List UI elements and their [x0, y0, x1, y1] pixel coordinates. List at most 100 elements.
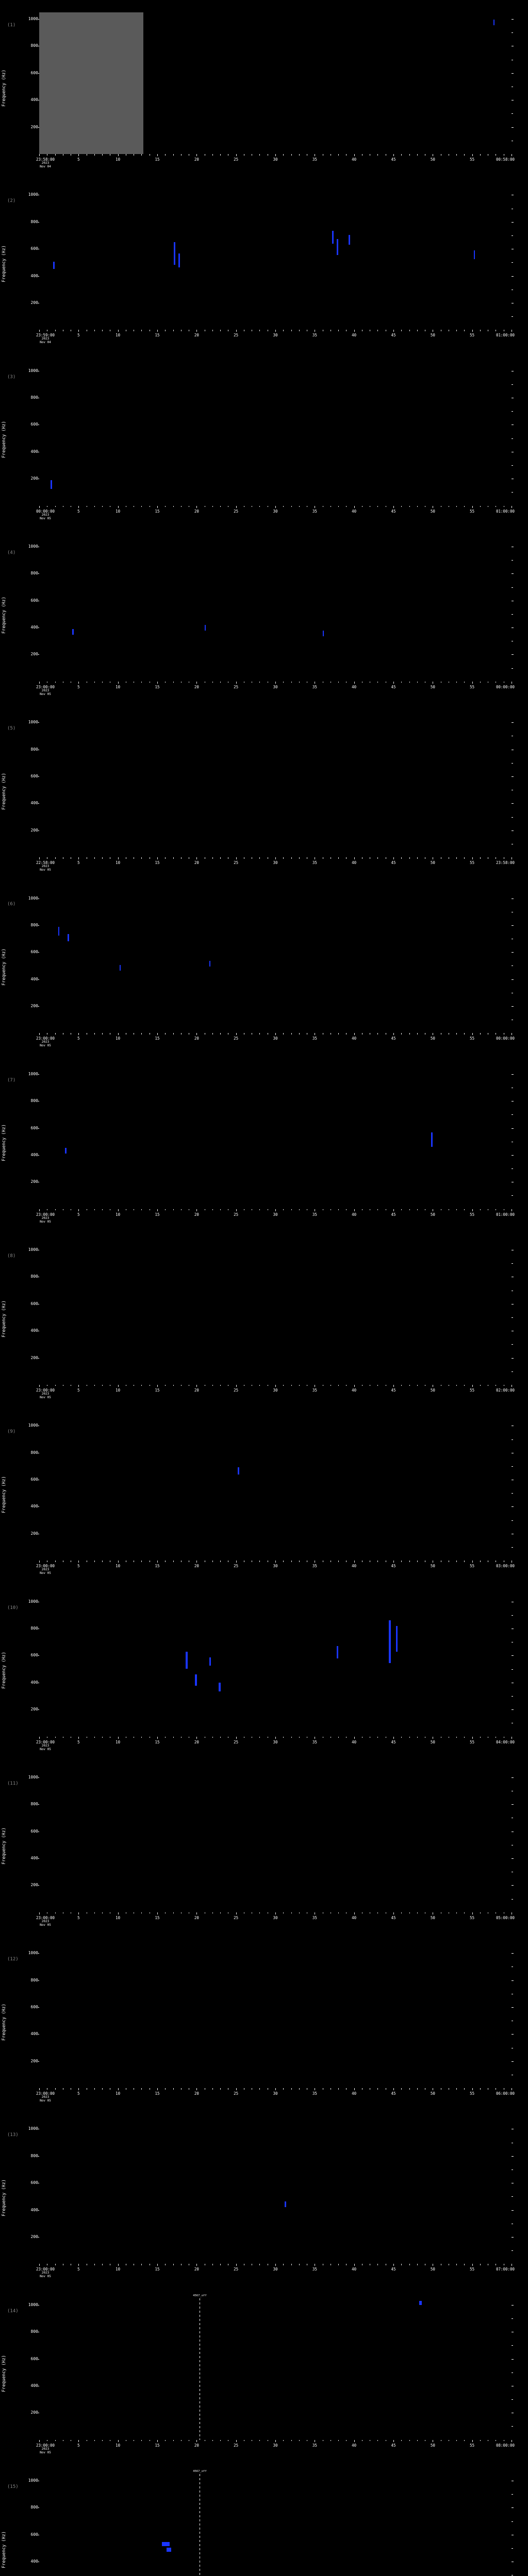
y-tick-mark-right: [512, 1777, 514, 1778]
signal-trace: [195, 1674, 197, 1686]
y-tick-mark-right: [512, 979, 514, 980]
panel-index-label: (14): [7, 2308, 19, 2314]
x-tick-label: 5: [77, 157, 80, 162]
y-axis-label: Frequency (Hz): [2, 2355, 7, 2393]
x-tick-mark-minor: [259, 2439, 260, 2442]
spectrogram-plot-area: [39, 12, 512, 154]
x-tick-mark: [472, 1561, 473, 1563]
x-tick-mark-minor: [464, 505, 465, 507]
x-tick-mark-minor: [464, 330, 465, 331]
x-tick-mark-minor: [212, 330, 213, 331]
x-tick-mark: [275, 1736, 276, 1739]
x-tick-label: 50: [430, 1036, 435, 1041]
x-tick-mark: [157, 2439, 158, 2442]
x-tick-mark-minor: [401, 2088, 402, 2090]
signal-trace: [285, 2201, 287, 2208]
spectrogram-panel: (5) Frequency (Hz) 200 400 600 800 1000 5 10 15 20…: [0, 703, 528, 879]
x-tick-mark-minor: [173, 1384, 174, 1386]
x-tick-mark-minor: [173, 1912, 174, 1914]
x-tick-mark: [196, 505, 197, 508]
x-tick-mark-minor: [102, 2439, 103, 2442]
x-tick-label: 30: [273, 1915, 278, 1920]
panel-date-label: 2023 Nov 05: [40, 513, 51, 520]
x-tick-mark-minor: [212, 2439, 213, 2442]
x-tick-mark-minor: [291, 1561, 292, 1562]
y-tick-mark-right: [512, 776, 514, 777]
y-tick-mark-right: [512, 2304, 514, 2306]
x-tick-label: 45: [391, 1915, 396, 1920]
x-tick-mark-minor: [377, 2264, 378, 2265]
x-tick-label: 30: [273, 157, 278, 162]
x-tick-label: 40: [352, 1387, 357, 1393]
x-tick-mark-minor: [94, 330, 95, 331]
x-tick-mark: [39, 1384, 40, 1387]
x-tick-label: 30: [273, 860, 278, 866]
x-tick-mark-minor: [141, 1209, 142, 1211]
x-tick-mark-minor: [464, 1384, 465, 1386]
x-tick-mark-minor: [456, 1209, 457, 1211]
x-tick-label: 50: [430, 684, 435, 689]
signal-trace: [209, 961, 211, 967]
x-tick-label: 30: [273, 509, 278, 514]
x-tick-mark: [157, 1912, 158, 1914]
x-tick-mark: [354, 681, 355, 684]
x-tick-mark: [354, 1033, 355, 1036]
x-tick-mark-minor: [464, 681, 465, 683]
x-tick-label: 35: [312, 2443, 317, 2448]
x-tick-mark-minor: [464, 1912, 465, 1914]
x-tick-mark-minor: [409, 1033, 410, 1035]
x-tick-mark: [236, 857, 237, 860]
x-tick-mark: [118, 330, 119, 332]
x-tick-mark-minor: [102, 2264, 103, 2265]
y-tick-mark-right: [512, 1155, 514, 1156]
x-tick-label: 40: [352, 2443, 357, 2448]
y-tick-label: 1000: [28, 1774, 38, 1780]
x-tick-mark: [78, 330, 79, 332]
x-tick-mark-minor: [220, 2439, 221, 2442]
y-tick-mark-minor-right: [512, 587, 513, 588]
x-tick-mark-minor: [291, 681, 292, 683]
x-tick-mark: [354, 1736, 355, 1739]
x-tick-mark-minor: [94, 1561, 95, 1562]
x-tick-mark-minor: [417, 2439, 418, 2442]
panel-date-label: 2023 Nov 05: [40, 2271, 51, 2279]
x-tick-mark: [78, 857, 79, 860]
x-tick-label: 50: [430, 1212, 435, 1217]
x-tick-mark: [118, 1384, 119, 1387]
x-tick-mark-minor: [417, 681, 418, 683]
x-tick-label: 10: [116, 2267, 121, 2272]
y-tick-mark-minor-right: [512, 965, 513, 967]
x-tick-mark: [196, 1736, 197, 1739]
y-tick-label: 800: [30, 747, 38, 752]
x-tick-mark: [78, 2088, 79, 2091]
x-tick-mark-minor: [102, 1384, 103, 1386]
y-tick-label: 200: [30, 1355, 38, 1360]
y-axis-label: Frequency (Hz): [2, 2531, 7, 2568]
x-tick-label: 30: [273, 1739, 278, 1744]
x-tick-mark: [118, 2264, 119, 2266]
x-tick-label: 25: [234, 1915, 239, 1920]
x-tick-label: 55: [470, 2443, 475, 2448]
y-tick-label: 800: [30, 922, 38, 927]
x-tick-mark-minor: [102, 154, 103, 156]
y-tick-label: 800: [30, 1274, 38, 1279]
y-tick-label: 200: [30, 827, 38, 833]
x-tick-mark-minor: [291, 2439, 292, 2442]
x-tick-mark: [472, 1736, 473, 1739]
x-tick-mark-minor: [55, 2088, 56, 2090]
x-tick-mark-minor: [401, 154, 402, 156]
x-tick-mark-minor: [409, 681, 410, 683]
x-tick-mark-minor: [377, 857, 378, 859]
x-tick-mark-minor: [401, 681, 402, 683]
x-tick-mark-minor: [409, 1912, 410, 1914]
x-tick-mark: [354, 505, 355, 508]
x-tick-label: 10: [116, 509, 121, 514]
x-tick-mark: [118, 1912, 119, 1914]
x-tick-mark: [354, 1912, 355, 1914]
x-tick-mark-minor: [102, 1736, 103, 1738]
x-tick-mark: [472, 2439, 473, 2442]
x-tick-mark-minor: [283, 1736, 284, 1738]
x-tick-mark: [275, 1209, 276, 1211]
x-tick-mark-minor: [377, 1736, 378, 1738]
